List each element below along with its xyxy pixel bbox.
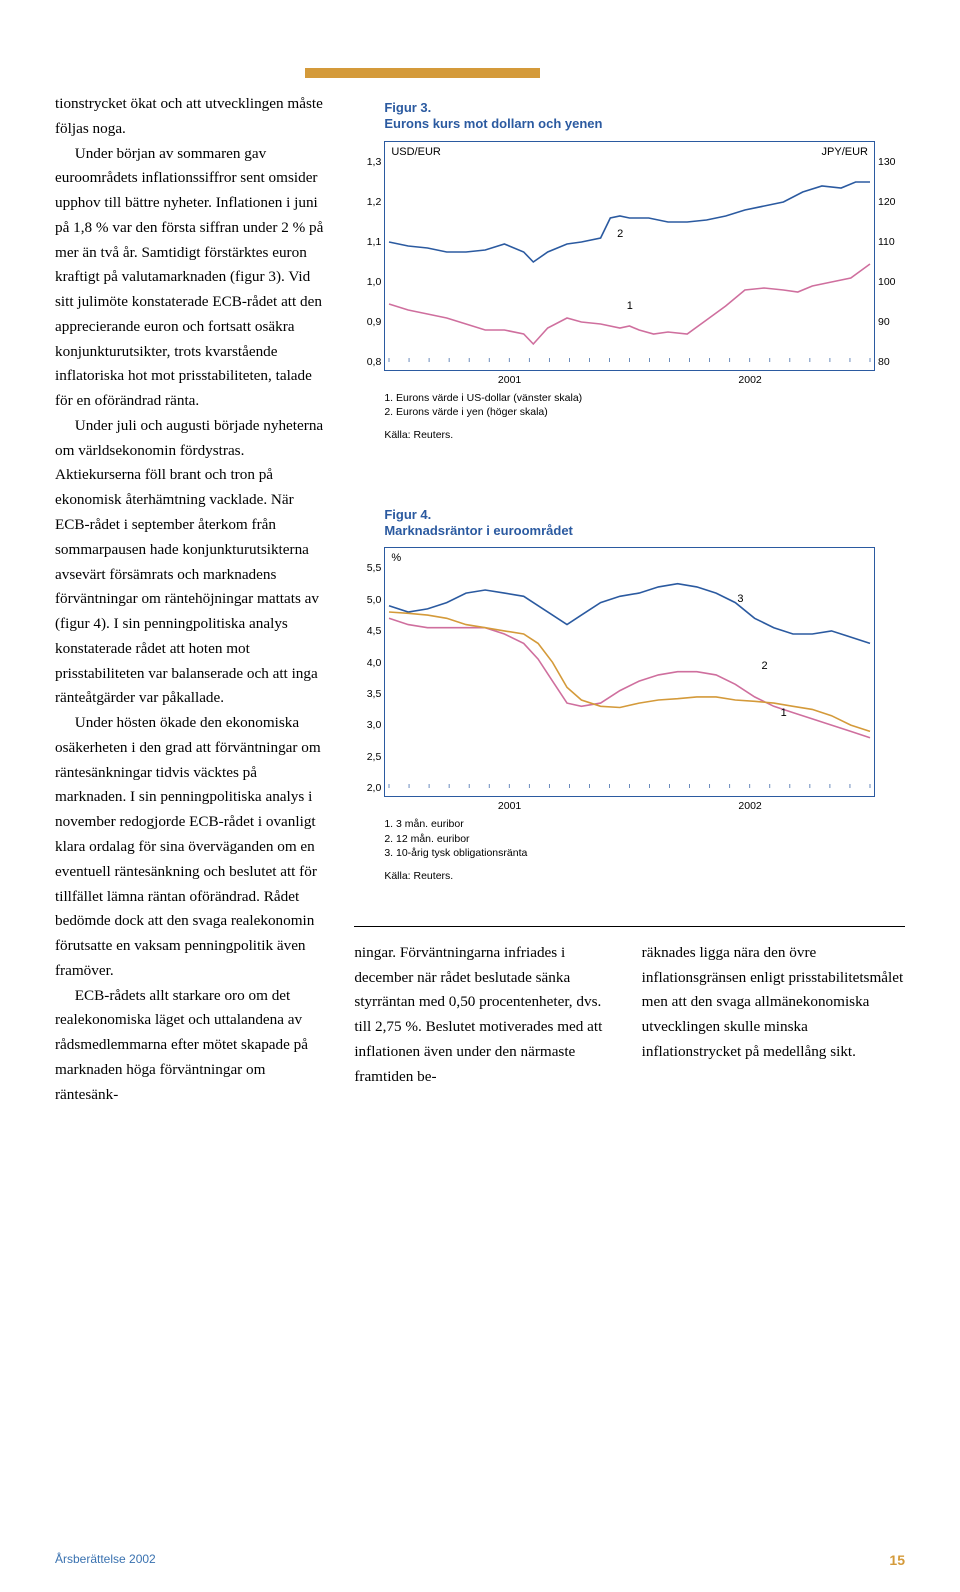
- axis-label: %: [391, 552, 401, 564]
- figure-3: Figur 3. Eurons kurs mot dollarn och yen…: [354, 100, 905, 441]
- figure-3-title: Figur 3. Eurons kurs mot dollarn och yen…: [384, 100, 875, 133]
- paragraph: ningar. Förväntningarna infriades i dece…: [354, 941, 617, 1090]
- footer-page-number: 15: [889, 1552, 905, 1568]
- divider: [354, 926, 905, 927]
- paragraph: ECB-rådets allt starkare oro om det real…: [55, 984, 330, 1108]
- paragraph: tionstrycket ökat och att utvecklingen m…: [55, 92, 330, 142]
- footer-doc-title: Årsberättelse 2002: [55, 1552, 156, 1568]
- paragraph: Under början av sommaren gav euroområdet…: [55, 142, 330, 414]
- figure-4-legend: 1. 3 mån. euribor 2. 12 mån. euribor 3. …: [384, 817, 875, 860]
- figure-3-chart: USD/EUR JPY/EUR 1,31301,21201,11101,0100…: [384, 141, 875, 371]
- paragraph: Under juli och augusti började nyheterna…: [55, 414, 330, 711]
- paragraph: räknades ligga nära den övre inflationsg…: [642, 941, 905, 1065]
- figure-4-chart: % 5,55,04,54,03,53,02,52,020012002123: [384, 547, 875, 797]
- axis-label: JPY/EUR: [822, 146, 868, 158]
- page-footer: Årsberättelse 2002 15: [55, 1552, 905, 1568]
- figure-4-title: Figur 4. Marknadsräntor i euroområdet: [384, 507, 875, 540]
- column-2-bottom: ningar. Förväntningarna infriades i dece…: [354, 941, 617, 1090]
- paragraph: Under hösten ökade den ekonomiska osäker…: [55, 711, 330, 983]
- top-accent-bar: [305, 68, 540, 78]
- figure-3-legend: 1. Eurons värde i US-dollar (vänster ska…: [384, 391, 875, 419]
- figure-4-source: Källa: Reuters.: [384, 870, 875, 882]
- figure-4: Figur 4. Marknadsräntor i euroområdet % …: [354, 507, 905, 882]
- figure-3-source: Källa: Reuters.: [384, 429, 875, 441]
- axis-label: USD/EUR: [391, 146, 441, 158]
- column-1: tionstrycket ökat och att utvecklingen m…: [55, 92, 330, 1107]
- column-3-bottom: räknades ligga nära den övre inflationsg…: [642, 941, 905, 1090]
